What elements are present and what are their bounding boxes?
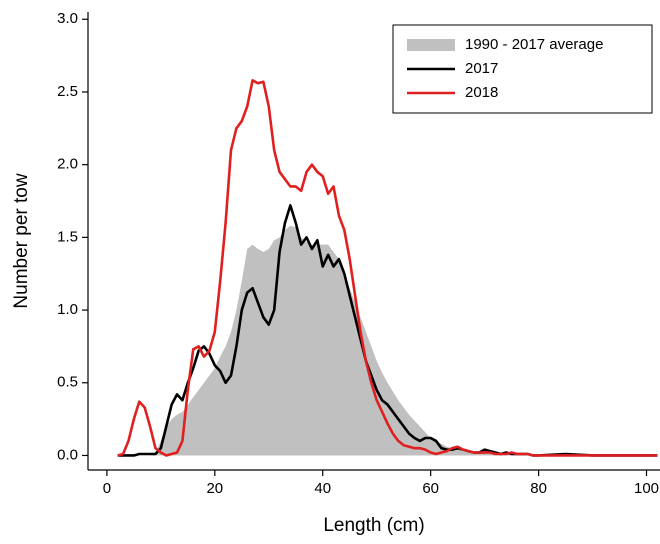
x-tick-label: 0 [103, 480, 111, 497]
legend-label: 1990 - 2017 average [465, 36, 603, 53]
y-tick-label: 2.0 [57, 156, 78, 173]
x-tick-label: 60 [422, 480, 439, 497]
x-tick-label: 100 [634, 480, 659, 497]
x-axis-label: Length (cm) [323, 515, 424, 536]
line [117, 79, 658, 457]
area [117, 225, 658, 456]
legend-label: 2017 [465, 60, 498, 77]
legend-label: 2018 [465, 84, 498, 101]
y-tick-label: 2.5 [57, 83, 78, 100]
y-tick-label: 0.0 [57, 446, 78, 463]
line [117, 204, 658, 457]
y-tick-label: 0.5 [57, 374, 78, 391]
x-tick-label: 40 [314, 480, 331, 497]
y-tick-label: 1.5 [57, 228, 78, 245]
y-tick-label: 3.0 [57, 10, 78, 27]
y-tick-label: 1.0 [57, 301, 78, 318]
x-tick-label: 80 [530, 480, 547, 497]
y-axis-label: Number per tow [11, 173, 32, 308]
x-tick-label: 20 [206, 480, 223, 497]
